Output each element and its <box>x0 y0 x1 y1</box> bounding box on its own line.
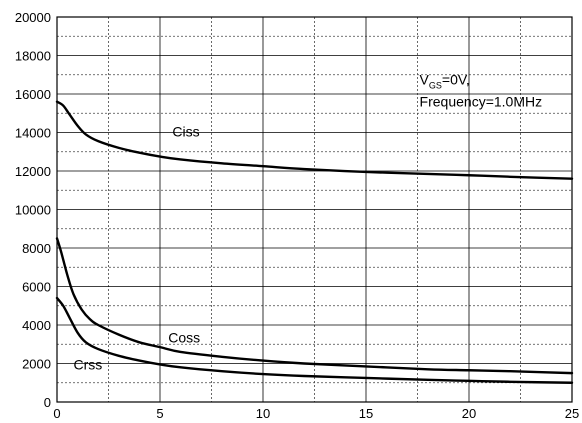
y-tick-label: 8000 <box>22 241 51 256</box>
x-tick-label: 5 <box>156 406 163 421</box>
y-tick-label: 6000 <box>22 280 51 295</box>
x-tick-label: 15 <box>359 406 373 421</box>
series-label-ciss: Ciss <box>172 123 199 139</box>
x-tick-label: 20 <box>462 406 476 421</box>
annotation-frequency: Frequency=1.0MHz <box>420 93 543 109</box>
series-label-crss: Crss <box>73 356 102 372</box>
series-label-coss: Coss <box>168 329 200 345</box>
y-tick-labels: 0 2000 4000 6000 8000 10000 12000 14000 16000 180… <box>15 10 51 410</box>
series-line-coss <box>55 237 574 375</box>
series-line-crss <box>55 296 574 384</box>
y-tick-label: 20000 <box>15 10 51 25</box>
y-tick-label: 0 <box>44 395 51 410</box>
plot-frame <box>56 16 573 403</box>
series-labels: Ciss Coss Crss <box>73 123 200 372</box>
x-tick-label: 0 <box>53 406 60 421</box>
series-lines <box>55 100 574 384</box>
y-tick-label: 18000 <box>15 49 51 64</box>
y-tick-label: 12000 <box>15 164 51 179</box>
annotation-vgs: VGS=0V, <box>420 71 470 90</box>
y-tick-label: 14000 <box>15 126 51 141</box>
series-line-ciss <box>55 100 574 180</box>
conditions-annotation: VGS=0V, Frequency=1.0MHz <box>420 71 543 109</box>
major-gridlines <box>57 17 572 402</box>
x-tick-labels: 0 5 10 15 20 25 <box>53 406 579 421</box>
y-tick-label: 2000 <box>22 357 51 372</box>
y-tick-label: 16000 <box>15 87 51 102</box>
x-tick-label: 25 <box>565 406 579 421</box>
x-tick-label: 10 <box>256 406 270 421</box>
y-tick-label: 4000 <box>22 318 51 333</box>
y-tick-label: 10000 <box>15 203 51 218</box>
